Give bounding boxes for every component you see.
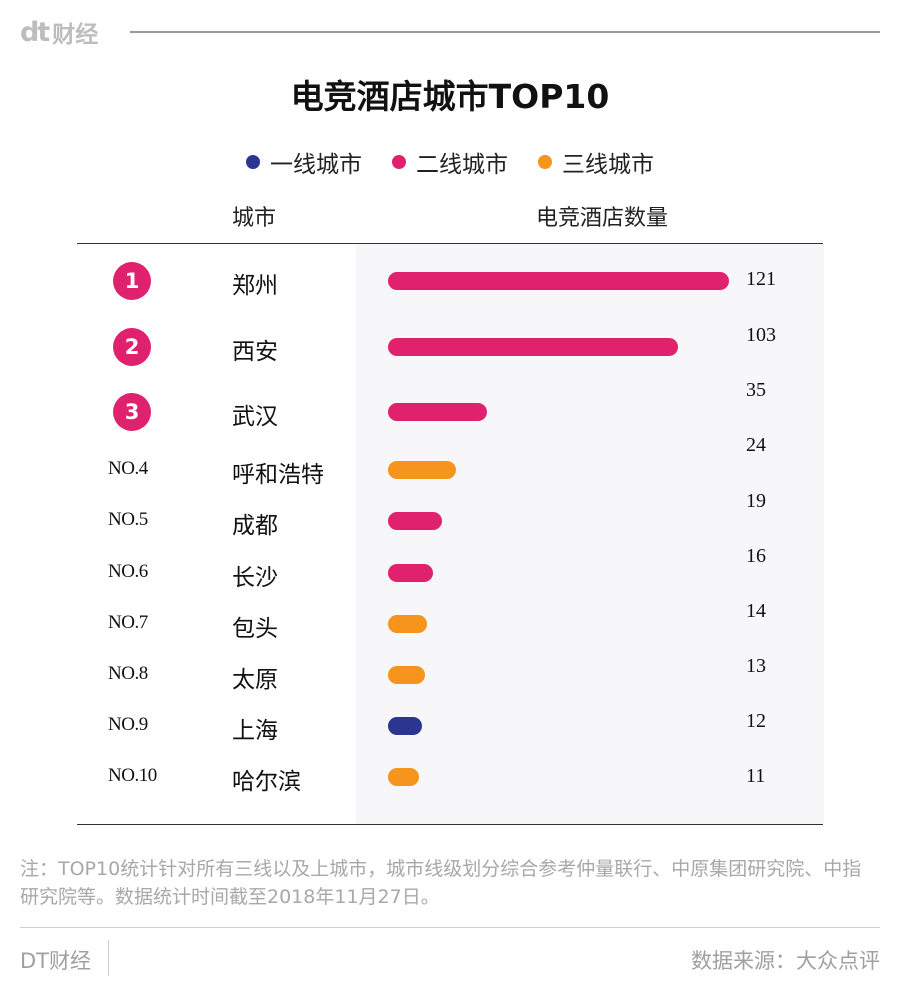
value-label-1: 121: [746, 268, 776, 290]
rank-label-5: NO.5: [108, 509, 148, 530]
city-label-2: 西安: [232, 339, 278, 365]
rank-label-10: NO.10: [108, 765, 157, 786]
brand-logo: dt 财经: [20, 16, 99, 49]
legend-item-tier3: 三线城市: [538, 145, 654, 179]
value-label-2: 103: [746, 324, 776, 346]
footer-separator: [108, 940, 109, 976]
rank-badge-1: 1: [113, 262, 151, 300]
legend-label-tier2: 二线城市: [416, 152, 508, 178]
city-label-10: 哈尔滨: [232, 769, 301, 795]
legend-item-tier2: 二线城市: [392, 145, 508, 179]
rank-label-9: NO.9: [108, 714, 148, 735]
chart-note: 注：TOP10统计针对所有三线以及上城市，城市线级划分综合参考仲量联行、中原集团…: [20, 858, 862, 908]
legend-item-tier1: 一线城市: [246, 145, 362, 179]
bar-7: [388, 615, 428, 633]
chart-legend: 一线城市 二线城市 三线城市: [0, 145, 900, 179]
value-label-7: 14: [746, 600, 766, 622]
footer-source: 数据来源：大众点评: [691, 949, 880, 973]
legend-label-tier1: 一线城市: [270, 152, 362, 178]
column-header-city: 城市: [232, 206, 277, 231]
footer-brand: DT财经: [20, 949, 91, 973]
bar-1: [388, 272, 729, 290]
rank-badge-2: 2: [113, 328, 151, 366]
value-label-9: 12: [746, 710, 766, 732]
bar-8: [388, 666, 425, 684]
legend-dot-tier2: [392, 155, 406, 169]
city-label-5: 成都: [232, 513, 278, 539]
bar-4: [388, 461, 456, 479]
value-label-6: 16: [746, 545, 766, 567]
brand-logo-text: 财经: [52, 22, 99, 48]
header-divider: [130, 31, 880, 33]
rank-label-4: NO.4: [108, 458, 148, 479]
city-label-7: 包头: [232, 616, 278, 642]
city-label-3: 武汉: [232, 404, 278, 430]
bar-2: [388, 338, 679, 356]
table-top-rule: [77, 243, 823, 244]
value-label-5: 19: [746, 490, 766, 512]
bar-6: [388, 564, 434, 582]
chart-title: 电竞酒店城市TOP10: [290, 77, 610, 116]
rank-label-6: NO.6: [108, 561, 148, 582]
bar-9: [388, 717, 422, 735]
table-bottom-rule: [77, 824, 823, 825]
legend-dot-tier3: [538, 155, 552, 169]
bar-5: [388, 512, 442, 530]
rank-label-8: NO.8: [108, 663, 148, 684]
rank-badge-3: 3: [113, 393, 151, 431]
column-header-count: 电竞酒店数量: [536, 206, 669, 231]
legend-label-tier3: 三线城市: [562, 152, 654, 178]
value-label-3: 35: [746, 379, 766, 401]
city-label-4: 呼和浩特: [232, 462, 324, 488]
footer-divider: [20, 927, 880, 928]
value-label-4: 24: [746, 434, 766, 456]
city-label-9: 上海: [232, 718, 278, 744]
city-label-6: 长沙: [232, 565, 278, 591]
brand-logo-mark: dt: [20, 16, 50, 48]
bar-10: [388, 768, 419, 786]
rank-label-7: NO.7: [108, 612, 148, 633]
city-label-8: 太原: [232, 667, 278, 693]
value-label-8: 13: [746, 655, 766, 677]
legend-dot-tier1: [246, 155, 260, 169]
city-label-1: 郑州: [232, 273, 278, 299]
bar-3: [388, 403, 487, 421]
value-label-10: 11: [746, 765, 766, 787]
